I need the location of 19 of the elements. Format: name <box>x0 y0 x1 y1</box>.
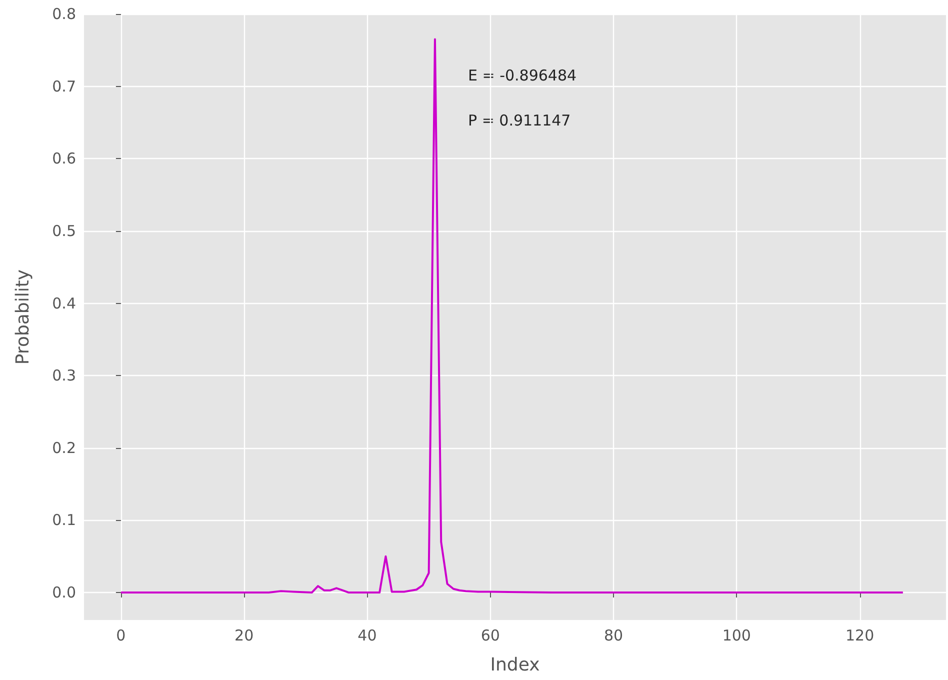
x-tick-label: 0 <box>116 626 126 644</box>
x-axis-title: Index <box>490 654 540 676</box>
y-tick-label: 0.4 <box>52 294 76 312</box>
y-tick-label: 0.8 <box>52 5 76 23</box>
y-axis-title: Probability <box>12 269 34 365</box>
y-tick-label: 0.7 <box>52 77 76 96</box>
y-tick-label: 0.2 <box>52 438 76 457</box>
y-tick-label: 0.1 <box>52 511 76 530</box>
line-series <box>120 38 904 594</box>
x-tick-label: 20 <box>234 626 254 644</box>
x-tick-label: 100 <box>722 626 751 644</box>
x-tick-label: 80 <box>604 626 624 644</box>
y-tick-label: 0.5 <box>52 222 76 240</box>
y-tick-label: 0.6 <box>52 150 76 168</box>
y-tick-label: 0.3 <box>52 366 76 385</box>
x-tick-label: 120 <box>845 626 874 644</box>
x-tick-label: 40 <box>358 626 377 644</box>
y-tick-label: 0.0 <box>52 584 76 602</box>
x-tick-label: 60 <box>480 626 500 644</box>
